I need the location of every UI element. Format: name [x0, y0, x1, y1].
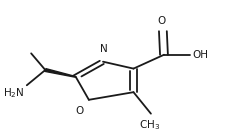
- Text: O: O: [157, 16, 165, 26]
- Text: H$_2$N: H$_2$N: [3, 87, 25, 100]
- Polygon shape: [44, 69, 76, 77]
- Text: N: N: [100, 44, 107, 54]
- Text: O: O: [75, 106, 83, 116]
- Text: CH$_3$: CH$_3$: [139, 118, 160, 132]
- Text: OH: OH: [191, 50, 207, 60]
